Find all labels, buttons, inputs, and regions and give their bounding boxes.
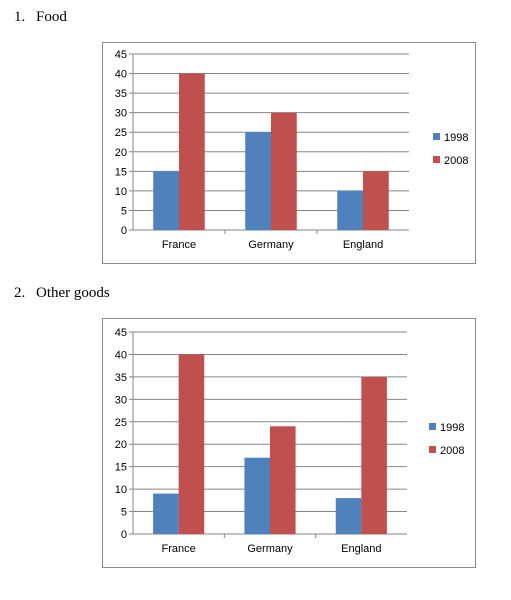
other-goods-chart: 0 5 10 15 20 25 30 35 40 45 France Germany England 19… (102, 318, 476, 568)
bar-1998-england (335, 498, 362, 534)
bar-2008-england (361, 376, 387, 534)
x-category-label: England (341, 543, 381, 555)
bar-1998-france (153, 171, 179, 230)
bar-1998-germany (245, 132, 271, 230)
y-tick-label: 35 (115, 88, 127, 100)
bar-1998-germany (244, 457, 270, 534)
section-heading-other-goods: 2. Other goods (14, 285, 110, 302)
y-tick-label: 25 (115, 127, 127, 139)
y-tick-label: 25 (115, 417, 127, 429)
y-tick-label: 20 (115, 439, 127, 451)
bar-2008-germany (270, 426, 296, 534)
section-title: Food (36, 9, 67, 25)
food-chart-svg: 0 5 10 15 20 25 30 35 40 45 France Germany England 19… (115, 49, 469, 251)
y-tick-label: 10 (115, 484, 127, 496)
x-category-label: Germany (248, 239, 294, 251)
bar-1998-england (337, 190, 363, 230)
bar-1998-france (153, 493, 179, 534)
section-number: 1. (14, 9, 26, 25)
section-number: 2. (14, 285, 26, 301)
other-goods-chart-svg: 0 5 10 15 20 25 30 35 40 45 France Germany England 19… (115, 327, 465, 555)
y-tick-label: 20 (115, 147, 127, 159)
x-category-label: France (162, 239, 196, 251)
y-tick-label: 0 (121, 225, 127, 237)
legend-swatch-2008 (433, 156, 440, 163)
bar-2008-england (363, 171, 389, 230)
y-tick-label: 35 (115, 372, 127, 384)
section-heading-food: 1. Food (14, 9, 67, 26)
y-tick-label: 30 (115, 108, 127, 120)
section-title: Other goods (36, 285, 110, 301)
y-tick-label: 30 (115, 394, 127, 406)
y-tick-label: 40 (115, 349, 127, 361)
food-chart: 0 5 10 15 20 25 30 35 40 45 France Germany England 19… (102, 42, 476, 264)
legend-swatch-1998 (433, 133, 440, 140)
legend-swatch-2008 (429, 446, 436, 453)
y-tick-label: 40 (115, 69, 127, 81)
x-category-label: France (162, 543, 196, 555)
y-tick-label: 5 (121, 205, 127, 217)
bar-2008-france (179, 73, 205, 230)
bar-2008-germany (271, 112, 297, 230)
x-category-label: England (343, 239, 383, 251)
legend-label: 1998 (444, 132, 468, 144)
y-tick-label: 15 (115, 462, 127, 474)
y-tick-label: 5 (121, 507, 127, 519)
legend-label: 2008 (440, 445, 464, 457)
y-tick-label: 45 (115, 327, 127, 339)
y-tick-label: 15 (115, 166, 127, 178)
legend-label: 2008 (444, 155, 468, 167)
legend-swatch-1998 (429, 423, 436, 430)
bar-2008-france (178, 354, 205, 534)
x-category-label: Germany (247, 543, 293, 555)
legend-label: 1998 (440, 422, 464, 434)
y-tick-label: 10 (115, 186, 127, 198)
y-tick-label: 45 (115, 49, 127, 61)
y-tick-label: 0 (121, 529, 127, 541)
